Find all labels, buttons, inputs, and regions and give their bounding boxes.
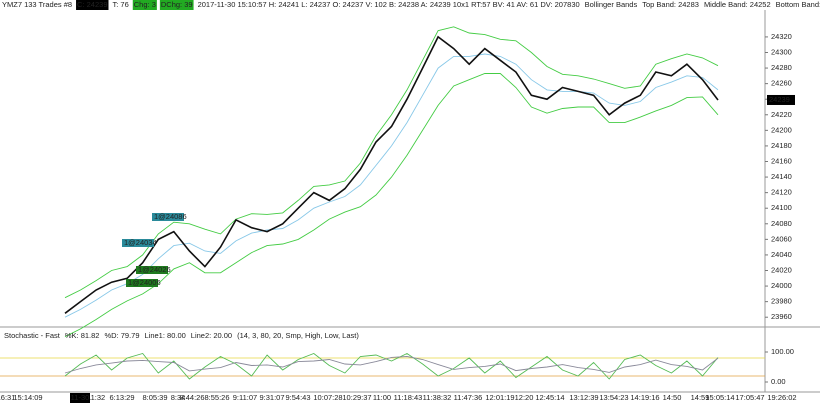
y-tick-label: 24100 xyxy=(771,203,792,212)
time-label: 12:20 xyxy=(515,393,534,402)
header-text: (14, 3, 80, 20, Smp, High, Low, Last) xyxy=(237,331,359,340)
time-label: 13:12:39 xyxy=(569,393,598,402)
price-box xyxy=(767,94,795,105)
series-line xyxy=(64,53,719,318)
y-tick-label: 24020 xyxy=(771,265,792,274)
time-label: 11:18:43 xyxy=(394,393,423,402)
annotation-box xyxy=(126,279,158,287)
annotation-box xyxy=(152,213,184,221)
annotation-text: 1@24034 xyxy=(124,238,157,247)
series-line xyxy=(64,35,719,314)
header-text: Stochastic - Fast xyxy=(4,331,61,340)
header-text: %D: 79.79 xyxy=(104,331,139,340)
y-tick-label: 24220 xyxy=(771,110,792,119)
time-label: 14:19:16 xyxy=(630,393,659,402)
y-tick-label: 24300 xyxy=(771,47,792,56)
header-text: Middle Band: 24252 xyxy=(704,0,771,9)
annotation-text: 1@24006 xyxy=(128,278,161,287)
header-text: Bottom Band: 24220 xyxy=(776,0,820,9)
header-text: Line2: 20.00 xyxy=(191,331,232,340)
time-label: 9:11:07 xyxy=(233,393,257,402)
time-label: 14:50 xyxy=(663,393,682,402)
header-text: 2017-11-30 15:10:57 H: 24241 L: 24237 O:… xyxy=(198,0,580,9)
annotation-box xyxy=(122,239,154,247)
series-line xyxy=(64,352,719,380)
y-tick-label: 24180 xyxy=(771,141,792,150)
y-tick-label: 24200 xyxy=(771,125,792,134)
y-tick-label: 24140 xyxy=(771,172,792,181)
time-label: 9:31:07 xyxy=(259,393,284,402)
time-label: 19:26:02 xyxy=(767,393,796,402)
time-label: 17:05:47 xyxy=(735,393,764,402)
time-label: 11:47:36 xyxy=(454,393,483,402)
time-label: 12:45:14 xyxy=(535,393,564,402)
y-tick-label: 24280 xyxy=(771,63,792,72)
time-label: 15:14:09 xyxy=(13,393,42,402)
series-line xyxy=(64,73,719,338)
annotation-text: 1@24086 xyxy=(154,212,187,221)
header-text: C: 24239 xyxy=(77,0,107,9)
time-label: 11:00 xyxy=(373,393,391,402)
y-tick-label: 23960 xyxy=(771,312,792,321)
time-label: 15:05:14 xyxy=(705,393,734,402)
header-text: DChg: 39 xyxy=(161,0,193,9)
y-tick-label: 23980 xyxy=(771,297,792,306)
y-tick-label: 24120 xyxy=(771,188,792,197)
time-label: 10:07:28 xyxy=(313,393,342,402)
y-tick-label: 24040 xyxy=(771,250,792,259)
y-tick-label: 24260 xyxy=(771,79,792,88)
time-label: 12:01:19 xyxy=(485,393,514,402)
date-box xyxy=(70,393,90,403)
time-label: 8:34 xyxy=(171,393,186,402)
time-label: 8:55:26 xyxy=(204,393,229,402)
header-text: Bollinger Bands xyxy=(585,0,638,9)
header-box xyxy=(132,0,157,10)
time-label: 9:54:43 xyxy=(285,393,310,402)
header-box xyxy=(159,0,194,10)
time-label: 14:59 xyxy=(691,393,710,402)
header-text: T: 76 xyxy=(113,0,129,9)
time-label: 11:38:32 xyxy=(423,393,452,402)
y-tick-label: 24160 xyxy=(771,156,792,165)
time-label: 6:13:29 xyxy=(109,393,134,402)
series-line xyxy=(64,26,719,299)
y-tick-label: 0.00 xyxy=(771,377,786,386)
time-label: 16:31 xyxy=(0,393,15,402)
annotation-box xyxy=(136,266,168,274)
series-line xyxy=(64,356,719,374)
price-label: 24239 xyxy=(769,95,790,104)
time-label: 10:29:37 xyxy=(342,393,371,402)
time-label: 3:11:32 xyxy=(81,393,105,402)
time-label: 13:54:23 xyxy=(599,393,628,402)
time-label: 8:05:39 xyxy=(142,393,167,402)
y-tick-label: 24000 xyxy=(771,281,792,290)
y-tick-label: 24060 xyxy=(771,234,792,243)
y-tick-label: 24320 xyxy=(771,32,792,41)
header-text: Chg: 3 xyxy=(134,0,156,9)
header-text: Top Band: 24283 xyxy=(642,0,699,9)
header-box xyxy=(76,0,109,10)
date-label: 11-30 xyxy=(71,393,90,402)
header-text: YMZ7 133 Trades #8 xyxy=(2,0,72,9)
y-tick-label: 24080 xyxy=(771,219,792,228)
time-label: 8:44:26 xyxy=(179,393,204,402)
annotation-text: 1@24026 xyxy=(138,265,171,274)
header-text: %K: 81.82 xyxy=(65,331,100,340)
header-text: Line1: 80.00 xyxy=(145,331,186,340)
y-tick-label: 100.00 xyxy=(771,347,794,356)
